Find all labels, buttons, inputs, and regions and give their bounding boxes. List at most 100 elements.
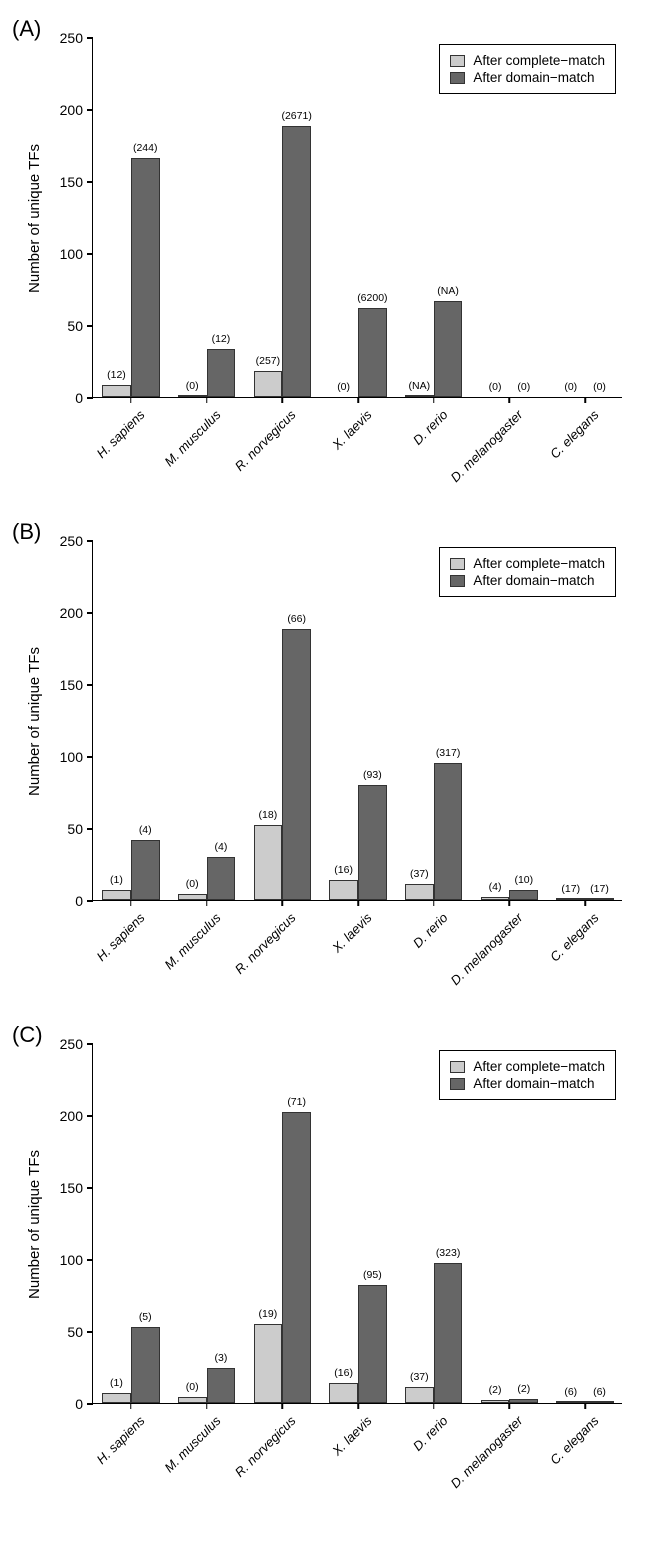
- y-tick-label: 250: [60, 533, 83, 549]
- legend-swatch: [450, 72, 465, 84]
- x-tick: [357, 900, 359, 906]
- x-tick-label: C. elegans: [513, 1413, 601, 1501]
- legend-item: After complete−match: [450, 52, 605, 69]
- bar-group: (0)(3): [169, 1044, 245, 1403]
- bar-annotation: (6): [575, 1386, 625, 1398]
- bar-annotation: (2671): [272, 110, 322, 122]
- x-tick-label: C. elegans: [513, 407, 601, 495]
- y-tick-label: 50: [67, 821, 83, 837]
- bar-annotation: (17): [575, 883, 625, 895]
- x-tick: [584, 1403, 586, 1409]
- x-tick: [433, 900, 435, 906]
- bar-group: (1)(4): [93, 541, 169, 900]
- bar-annotation: (4): [120, 824, 170, 836]
- bar-annotation: (3): [196, 1352, 246, 1364]
- x-tick-label: M. musculus: [135, 1413, 223, 1501]
- bar-domain-match: [282, 1112, 311, 1403]
- x-tick-label: X. laevis: [286, 407, 374, 495]
- figure-root: (A)Number of unique TFs050100150200250(1…: [10, 10, 651, 1519]
- legend-swatch: [450, 55, 465, 67]
- x-tick: [282, 1403, 284, 1409]
- x-tick: [584, 397, 586, 403]
- y-tick-label: 100: [60, 246, 83, 262]
- x-tick: [357, 397, 359, 403]
- legend: After complete−matchAfter domain−match: [439, 1050, 616, 1100]
- x-tick-label: C. elegans: [513, 910, 601, 998]
- bar-annotation: (66): [272, 613, 322, 625]
- x-tick-label: D. rerio: [362, 1413, 450, 1501]
- x-tick: [130, 1403, 132, 1409]
- legend-label: After domain−match: [473, 573, 594, 588]
- legend-swatch: [450, 1078, 465, 1090]
- x-tick-label: H. sapiens: [59, 910, 147, 998]
- x-tick: [282, 900, 284, 906]
- bar-complete-match: [405, 1387, 434, 1403]
- plot-area: 050100150200250(1)(5)H. sapiens(0)(3)M. …: [92, 1044, 622, 1404]
- bar-domain-match: [509, 1399, 538, 1403]
- x-tick: [584, 900, 586, 906]
- bar-domain-match: [131, 840, 160, 900]
- y-tick-label: 200: [60, 1108, 83, 1124]
- y-tick-label: 150: [60, 677, 83, 693]
- bar-group: (257)(2671): [244, 38, 320, 397]
- y-tick-label: 150: [60, 1180, 83, 1196]
- y-tick-label: 0: [75, 390, 83, 406]
- bar-group: (18)(66): [244, 541, 320, 900]
- bar-group: (0)(12): [169, 38, 245, 397]
- bar-annotation: (323): [423, 1247, 473, 1259]
- bar-domain-match: [207, 349, 236, 397]
- y-axis-label: Number of unique TFs: [24, 1044, 44, 1404]
- bar-complete-match: [254, 1324, 283, 1403]
- y-tick-label: 0: [75, 893, 83, 909]
- bar-domain-match: [434, 763, 463, 900]
- x-tick-label: D. rerio: [362, 407, 450, 495]
- x-tick: [357, 1403, 359, 1409]
- bar-complete-match: [481, 897, 510, 900]
- legend-item: After complete−match: [450, 1058, 605, 1075]
- y-tick-label: 50: [67, 318, 83, 334]
- bar-domain-match: [358, 1285, 387, 1403]
- bar-annotation: (2): [499, 1383, 549, 1395]
- y-tick-label: 250: [60, 30, 83, 46]
- x-tick: [206, 1403, 208, 1409]
- y-tick-label: 200: [60, 102, 83, 118]
- x-tick-label: M. musculus: [135, 910, 223, 998]
- bar-complete-match: [102, 890, 131, 900]
- x-tick: [509, 397, 511, 403]
- legend-swatch: [450, 1061, 465, 1073]
- legend-swatch: [450, 558, 465, 570]
- bar-domain-match: [358, 308, 387, 397]
- x-tick-label: M. musculus: [135, 407, 223, 495]
- y-tick-label: 250: [60, 1036, 83, 1052]
- bar-complete-match: [556, 898, 585, 900]
- plot-area: 050100150200250(12)(244)H. sapiens(0)(12…: [92, 38, 622, 398]
- bar-annotation: (4): [196, 841, 246, 853]
- bar-domain-match: [282, 126, 311, 397]
- bar-annotation: (10): [499, 874, 549, 886]
- x-tick: [206, 397, 208, 403]
- y-tick-label: 200: [60, 605, 83, 621]
- y-tick-label: 0: [75, 1396, 83, 1412]
- y-tick: [87, 1403, 93, 1405]
- x-tick-label: R. norvegicus: [210, 1413, 298, 1501]
- x-tick: [433, 397, 435, 403]
- bar-complete-match: [405, 395, 434, 397]
- bar-annotation: (NA): [423, 285, 473, 297]
- bar-annotation: (93): [347, 769, 397, 781]
- bar-annotation: (5): [120, 1311, 170, 1323]
- legend-swatch: [450, 575, 465, 587]
- bar-annotation: (317): [423, 747, 473, 759]
- bar-complete-match: [254, 371, 283, 397]
- y-tick: [87, 900, 93, 902]
- x-tick: [282, 397, 284, 403]
- bar-annotation: (71): [272, 1096, 322, 1108]
- legend-label: After complete−match: [473, 53, 605, 68]
- bar-complete-match: [329, 1383, 358, 1403]
- bar-domain-match: [282, 629, 311, 900]
- x-tick-label: D. melanogaster: [438, 1413, 526, 1501]
- x-tick-label: R. norvegicus: [210, 407, 298, 495]
- bar-group: (16)(95): [320, 1044, 396, 1403]
- x-tick-label: H. sapiens: [59, 407, 147, 495]
- legend-item: After domain−match: [450, 1075, 605, 1092]
- bar-annotation: (244): [120, 142, 170, 154]
